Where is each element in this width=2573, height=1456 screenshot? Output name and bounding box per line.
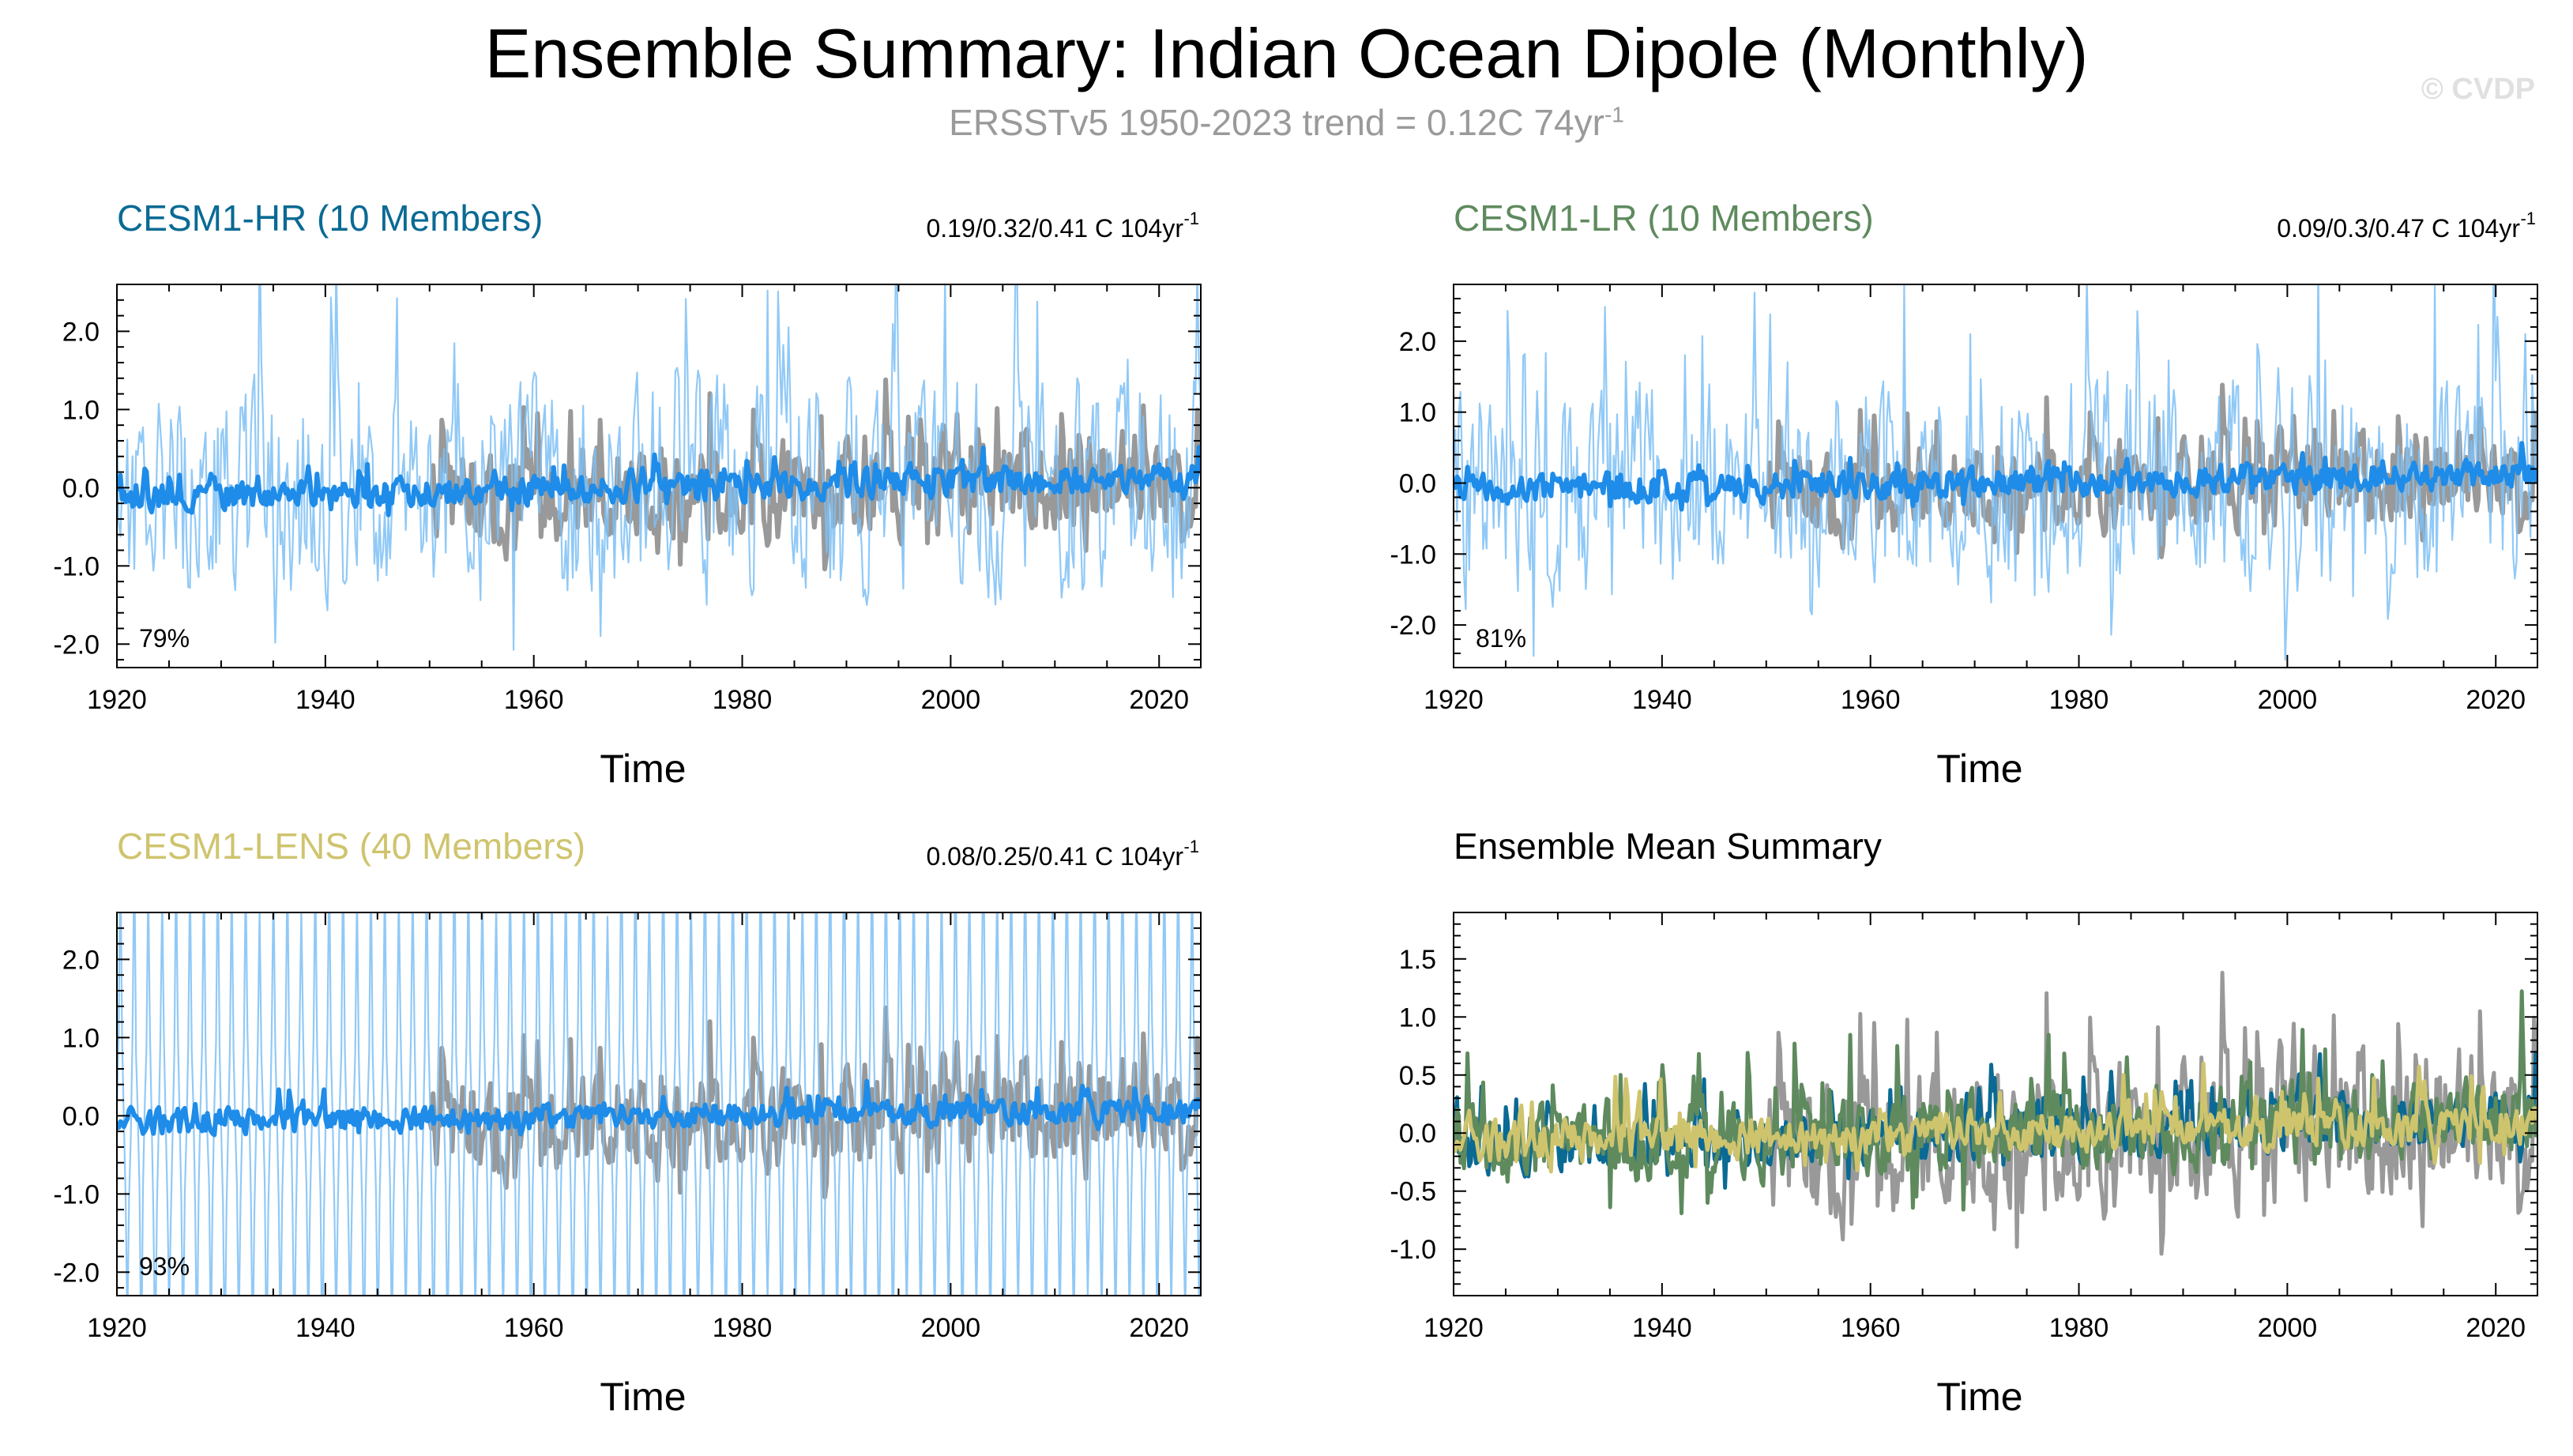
trend-text: 0.09/0.3/0.47 C 104yr [2277, 214, 2520, 243]
series-group-lr [1454, 284, 2537, 661]
x-tick-label: 2000 [921, 1313, 981, 1343]
percent-label: 81% [1476, 624, 1526, 653]
x-tick-label: 1960 [1841, 1313, 1901, 1343]
x-axis-label: Time [1936, 1375, 2022, 1419]
y-tick-label: -2.0 [53, 630, 100, 660]
series-group-hr [117, 284, 1201, 651]
panel-hr: 1920 1940 1960 1980 2000 2020 -2.0 -1.0 0.0 1.0 2.… [53, 198, 1202, 791]
percent-label: 93% [139, 1252, 190, 1281]
x-tick-label: 1940 [295, 685, 355, 715]
panel-lr: 1920 1940 1960 1980 2000 2020 -2.0 -1.0 0.0 1.0 2.… [1390, 198, 2538, 791]
subtitle-text: ERSSTv5 1950-2023 trend = 0.12C 74yr [949, 102, 1604, 143]
x-tick-label: 2020 [2466, 685, 2526, 715]
trend-superscript: -1 [1183, 837, 1199, 856]
series-line-cesm1-lr [1454, 989, 2537, 1216]
series-line-ensemble-mean [117, 1078, 1201, 1138]
x-tick-label: 1960 [504, 1313, 564, 1343]
y-tick-label: 0.0 [62, 1101, 100, 1131]
y-tick-label: -2.0 [53, 1258, 100, 1288]
cvdp-watermark: © CVDP [2421, 73, 2535, 106]
y-tick-label: 2.0 [62, 945, 100, 975]
x-tick-label: 2020 [2466, 1313, 2526, 1343]
panel-title: CESM1-HR (10 Members) [117, 198, 543, 239]
x-tick-label: 1940 [295, 1313, 355, 1343]
y-tick-label: 1.0 [62, 1023, 100, 1053]
panel-title: CESM1-LENS (40 Members) [117, 826, 585, 867]
x-tick-label: 1980 [2049, 685, 2109, 715]
y-tick-label: 2.0 [1399, 327, 1436, 357]
x-tick-label: 1980 [2049, 1313, 2109, 1343]
x-tick-label: 2000 [921, 685, 981, 715]
series-group-summary [1454, 970, 2537, 1256]
x-tick-label: 1980 [713, 685, 773, 715]
plot-frame [1453, 912, 2538, 1296]
series-line-ensemble-mean [117, 445, 1201, 517]
y-tick-label: 2.0 [62, 317, 100, 347]
x-axis-label: Time [600, 1375, 686, 1419]
x-tick-label: 2000 [2258, 1313, 2318, 1343]
series-line-ersstv5-observations [427, 1005, 1201, 1200]
y-tick-label: 0.0 [62, 473, 100, 503]
x-tick-label: 1920 [87, 685, 147, 715]
x-axis-label: Time [1936, 747, 2022, 791]
plot-frame [116, 912, 1202, 1296]
y-tick-label: -1.0 [53, 1179, 100, 1210]
trend-text: 0.19/0.32/0.41 C 104yr [926, 214, 1183, 243]
plot-frame [116, 284, 1202, 668]
x-tick-label: 1980 [713, 1313, 773, 1343]
x-tick-label: 2020 [1129, 1313, 1189, 1343]
x-tick-label: 1940 [1632, 685, 1692, 715]
x-tick-label: 2000 [2258, 685, 2318, 715]
series-group-lens [117, 912, 1201, 1296]
x-tick-label: 1960 [504, 685, 564, 715]
panel-lens: 1920 1940 1960 1980 2000 2020 -2.0 -1.0 0.0 1.0 2.… [53, 826, 1202, 1419]
y-tick-label: 1.5 [1399, 945, 1436, 975]
y-tick-label: 0.0 [1399, 468, 1436, 499]
x-tick-label: 1940 [1632, 1313, 1692, 1343]
series-line-ensemble-member-range [1454, 284, 2537, 661]
trend-superscript: -1 [1183, 209, 1199, 228]
x-axis-label: Time [600, 747, 686, 791]
y-tick-label: 1.0 [1399, 1003, 1436, 1033]
y-tick-label: 0.0 [1399, 1119, 1436, 1149]
x-tick-label: 1920 [1424, 685, 1484, 715]
subtitle-superscript: -1 [1604, 102, 1624, 127]
y-tick-label: 1.0 [1399, 398, 1436, 428]
trend-superscript: -1 [2520, 209, 2536, 228]
percent-label: 79% [139, 624, 190, 653]
figure-subtitle: ERSSTv5 1950-2023 trend = 0.12C 74yr-1 [0, 101, 2573, 144]
y-tick-label: 1.0 [62, 395, 100, 425]
plot-frame [1453, 284, 2538, 668]
trend-text: 0.08/0.25/0.41 C 104yr [926, 842, 1183, 871]
y-tick-label: -1.0 [1390, 1235, 1436, 1265]
y-tick-label: -0.5 [1390, 1177, 1436, 1207]
series-line-cesm1-lens [1454, 1061, 2537, 1174]
series-line-ensemble-member-range [117, 284, 1201, 651]
series-line-ersstv5 [1764, 970, 2537, 1256]
y-tick-label: -2.0 [1390, 611, 1436, 641]
y-tick-label: -1.0 [1390, 540, 1436, 570]
series-line-ensemble-member-range [117, 912, 1201, 1296]
x-tick-label: 1920 [1424, 1313, 1484, 1343]
y-tick-label: 0.5 [1399, 1061, 1436, 1091]
panel-title: Ensemble Mean Summary [1454, 826, 1882, 867]
y-tick-label: -1.0 [53, 551, 100, 581]
panel-summary: 1920 1940 1960 1980 2000 2020 -1.0 -0.5 0.0 0.5 1.… [1390, 826, 2538, 1419]
figure-title: Ensemble Summary: Indian Ocean Dipole (M… [484, 14, 2089, 92]
panel-title: CESM1-LR (10 Members) [1454, 198, 1874, 239]
x-tick-label: 2020 [1129, 685, 1189, 715]
x-tick-label: 1960 [1841, 685, 1901, 715]
x-tick-label: 1920 [87, 1313, 147, 1343]
series-line-ensemble-mean [1454, 441, 2537, 512]
